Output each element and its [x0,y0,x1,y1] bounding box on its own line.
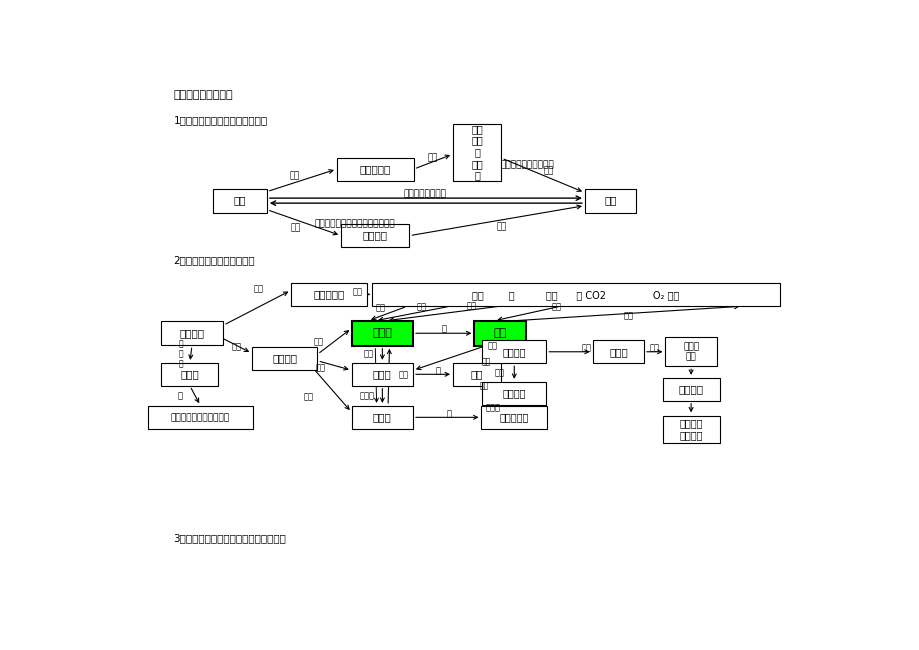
Text: 阳光
空气
水
土壤
等: 阳光 空气 水 土壤 等 [471,124,482,180]
Text: 是: 是 [177,391,182,400]
Text: 生物部分: 生物部分 [272,354,297,363]
Text: 环境: 环境 [233,196,245,205]
Bar [351,320,413,346]
Text: 包括: 包括 [481,358,490,367]
Text: 包括: 包括 [352,288,362,296]
Bar [148,406,253,429]
Text: 被吃: 被吃 [363,349,373,358]
Text: 生物圈: 生物圈 [180,369,199,380]
Text: 被吃: 被吃 [487,342,497,351]
Bar [213,188,267,213]
Bar [664,337,716,367]
Text: 需要: 需要 [375,304,385,313]
Text: 最
大
的: 最 大 的 [178,339,183,369]
Bar [662,378,719,401]
Text: 草食动物: 草食动物 [502,346,526,357]
Text: 生态平衡: 生态平衡 [678,384,703,395]
Text: 包括: 包括 [426,153,437,162]
Text: 被分解: 被分解 [358,391,374,400]
Text: 包括: 包括 [290,224,301,233]
Text: 3、生物圈是人类与其他生物的共同家园: 3、生物圈是人类与其他生物的共同家园 [174,534,286,543]
Text: 肉食动物: 肉食动物 [502,388,526,398]
Text: 生物: 生物 [604,196,616,205]
Text: 包括: 包括 [315,364,325,373]
Text: 非生物因素: 非生物因素 [359,164,391,174]
Text: 消费者: 消费者 [372,369,391,380]
Text: 产生: 产生 [398,370,408,380]
Text: 需要: 需要 [466,302,476,311]
Text: 形成: 形成 [581,344,591,353]
Text: 植物: 植物 [493,328,506,338]
Bar [474,320,525,346]
Text: 被分解: 被分解 [485,404,500,413]
Bar [351,406,413,429]
Text: 包括: 包括 [231,343,241,352]
Text: 被吃: 被吃 [494,369,505,377]
Text: 包括: 包括 [254,285,264,294]
Bar [482,382,546,405]
Bar [161,363,218,386]
Text: 包括: 包括 [313,338,323,346]
Text: 专题三、生物与环境: 专题三、生物与环境 [174,90,233,101]
Bar [371,283,778,306]
Bar [252,346,317,370]
Text: 包括: 包括 [479,382,488,390]
Text: 影响: 影响 [543,166,553,175]
Text: 注意：探究酸雨的危害: 注意：探究酸雨的危害 [500,160,553,169]
Text: 生物因素: 生物因素 [362,231,387,240]
Bar [481,406,547,429]
Text: 依赖、影响、适应: 依赖、影响、适应 [403,190,446,199]
Text: 形成: 形成 [649,344,659,353]
Bar [584,188,636,213]
Text: 需要: 需要 [551,303,562,312]
Text: 是: 是 [441,325,447,333]
Text: 1、生物的生存依赖于一定的环境: 1、生物的生存依赖于一定的环境 [174,116,267,125]
Bar [662,415,719,443]
Text: 食物链: 食物链 [608,346,627,357]
Text: 食物链
蕴含: 食物链 蕴含 [682,342,698,361]
Bar [351,363,413,386]
Text: 是: 是 [446,410,450,419]
Text: 人与其他生物的共同家园: 人与其他生物的共同家园 [171,413,230,422]
Text: 是: 是 [435,367,440,375]
Text: 阳光        水          空气      （ CO2               O₂ ）等: 阳光 水 空气 （ CO2 O₂ ）等 [471,290,678,300]
Text: 自我调节
能力有限: 自我调节 能力有限 [678,419,702,440]
Text: 需要: 需要 [416,303,426,312]
Text: 分解者: 分解者 [372,412,391,423]
Text: 生产者: 生产者 [372,328,391,338]
Text: 产生: 产生 [623,312,632,320]
Text: 细菌、真菌: 细菌、真菌 [499,412,528,423]
Text: 注意：探究植物对空气湿度的影响: 注意：探究植物对空气湿度的影响 [314,219,395,228]
Text: 包括: 包括 [289,172,300,181]
Bar [341,224,409,247]
Text: 生态系统: 生态系统 [179,328,204,338]
Bar [592,340,643,363]
Text: 非生物部分: 非生物部分 [313,289,344,299]
Text: 包括: 包括 [303,393,313,402]
Bar [336,157,414,181]
Text: 动物: 动物 [471,369,482,380]
Text: 影响: 影响 [496,222,506,231]
Bar [290,283,367,306]
Bar [161,321,223,345]
Bar [452,124,501,181]
Bar [452,363,501,386]
Bar [482,340,546,363]
Text: 2、生物与环境组成生态系统: 2、生物与环境组成生态系统 [174,255,255,265]
